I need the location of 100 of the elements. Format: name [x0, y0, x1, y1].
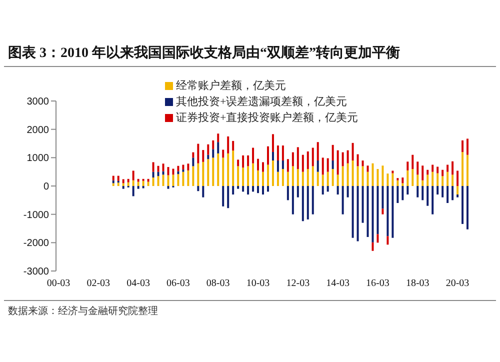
bar [386, 236, 389, 245]
bar [167, 175, 170, 186]
bar [252, 186, 254, 192]
bar [406, 170, 409, 186]
bar [432, 172, 434, 186]
bar [227, 153, 230, 186]
y-tick-label: -1000 [23, 210, 50, 221]
bar [207, 144, 210, 155]
bar [442, 176, 444, 186]
bar [122, 186, 124, 189]
bar [372, 242, 374, 251]
bar [442, 170, 444, 176]
bar [182, 164, 184, 170]
bar [262, 172, 264, 186]
bar [352, 186, 354, 238]
legend-label: 证券投资+直接投资账户差额，亿美元 [176, 110, 358, 126]
bar [286, 186, 289, 200]
bar [436, 166, 439, 174]
bar [127, 182, 130, 186]
bar [452, 186, 454, 200]
bar [182, 172, 184, 186]
bar [207, 159, 210, 186]
bar [322, 174, 324, 186]
bar [402, 183, 404, 186]
bar [266, 186, 269, 192]
bar [446, 186, 449, 203]
bar [332, 144, 334, 160]
bar [336, 150, 339, 175]
y-tick-label: -3000 [23, 266, 50, 278]
bar [466, 138, 469, 155]
x-tick-label: 20-03 [446, 278, 470, 290]
bar [422, 166, 424, 180]
legend-label: 经常账户差额，亿美元 [176, 78, 286, 94]
bar [466, 186, 469, 230]
bar [362, 160, 364, 166]
bar [242, 168, 244, 186]
bar [262, 186, 264, 194]
bar [382, 186, 384, 209]
bar [382, 208, 384, 214]
bar [376, 234, 379, 243]
bar [187, 170, 190, 186]
bar [342, 166, 344, 186]
bar [292, 152, 294, 166]
bar [266, 146, 269, 165]
bar [197, 163, 200, 186]
bar [432, 186, 434, 214]
x-tick-label: 10-03 [246, 278, 270, 290]
bar [456, 170, 459, 186]
bar [376, 169, 379, 186]
bar [456, 186, 459, 194]
bar [296, 186, 299, 198]
bar [192, 158, 194, 166]
bar [322, 186, 324, 194]
bar [402, 186, 404, 200]
bar [452, 174, 454, 186]
bar [416, 162, 419, 175]
bar [282, 160, 284, 169]
legend-label: 其他投资+误差遗漏项差额，亿美元 [176, 94, 348, 110]
bar [112, 183, 114, 186]
bar [422, 186, 424, 200]
bar [202, 162, 204, 186]
bar [232, 186, 234, 194]
bar [132, 180, 134, 186]
bar [127, 178, 130, 182]
bar [117, 176, 120, 181]
bar [392, 173, 394, 186]
bar [356, 186, 359, 242]
bar [207, 154, 210, 160]
bar [316, 160, 319, 172]
bar [416, 174, 419, 186]
bar [326, 172, 329, 186]
x-tick-label: 08-03 [206, 278, 230, 290]
x-tick-label: 02-03 [86, 278, 110, 290]
bar [446, 172, 449, 186]
bar [302, 154, 304, 172]
bar [406, 162, 409, 170]
bar [137, 186, 140, 189]
bar [137, 178, 140, 182]
bar [272, 134, 274, 152]
bar [147, 178, 150, 182]
bar [202, 150, 204, 162]
bar [352, 160, 354, 186]
bar [132, 186, 134, 196]
bar [306, 169, 309, 186]
y-tick-label: 0 [43, 182, 50, 193]
bar [342, 152, 344, 166]
bar [332, 160, 334, 169]
bar [272, 160, 274, 186]
bar [252, 148, 254, 164]
bar [406, 186, 409, 194]
bar [436, 186, 439, 194]
bar [266, 164, 269, 186]
bar [177, 166, 180, 172]
bar [346, 186, 349, 198]
bar [426, 186, 429, 206]
bar [302, 172, 304, 186]
bar [356, 154, 359, 166]
bar [432, 164, 434, 172]
bar [157, 166, 160, 172]
bar [312, 148, 314, 166]
